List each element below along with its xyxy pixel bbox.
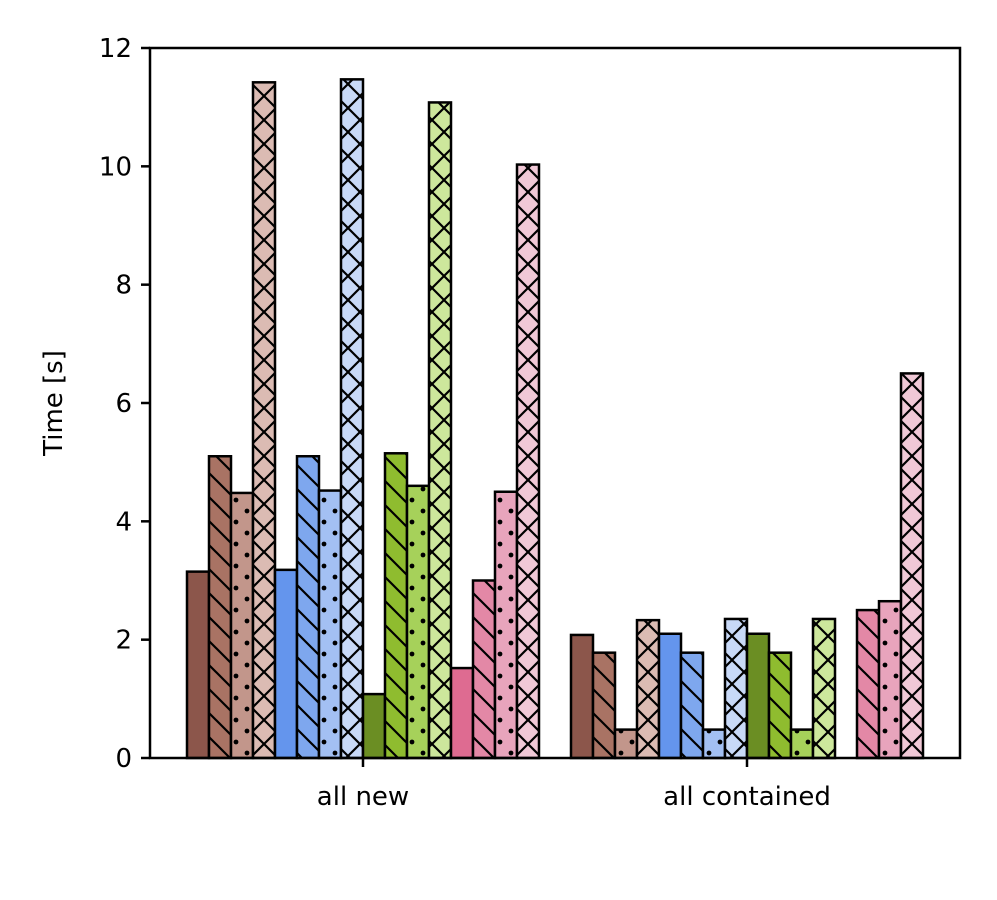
bar-hatch-dots bbox=[407, 485, 429, 758]
bar-hatch-diag bbox=[473, 580, 495, 758]
x-tick-label: all new bbox=[317, 782, 409, 812]
bar-hatch-dots bbox=[703, 729, 725, 758]
bar-hatch-dots bbox=[791, 729, 813, 758]
bar-hatch-diag bbox=[385, 453, 407, 758]
bar-hatch-diag bbox=[769, 652, 791, 758]
y-axis-label: Time [s] bbox=[39, 350, 69, 457]
bar-hatch-diag bbox=[857, 610, 879, 758]
bar-hatch-cross bbox=[813, 618, 835, 758]
bar-hatch-dots bbox=[231, 492, 253, 758]
bar-hatch-diag bbox=[297, 456, 319, 758]
bar-hatch-cross bbox=[637, 620, 659, 758]
bar-hatch-cross bbox=[725, 618, 747, 758]
bar-all-new-0 bbox=[187, 571, 209, 758]
y-tick-label: 12 bbox=[99, 34, 132, 64]
bar-hatch-dots bbox=[615, 729, 637, 758]
y-axis: 0 2 4 6 8 10 12 bbox=[99, 34, 150, 774]
bar-hatch-cross bbox=[253, 82, 275, 759]
bar-all-new-12 bbox=[451, 668, 473, 758]
y-tick-label: 4 bbox=[115, 507, 132, 537]
bar-all-contained-8 bbox=[747, 633, 769, 758]
bar-hatch-dots bbox=[495, 491, 517, 758]
bar-hatch-cross bbox=[901, 373, 923, 758]
bar-hatch-cross bbox=[429, 102, 451, 758]
bar-hatch-diag bbox=[209, 456, 231, 758]
x-tick-label: all contained bbox=[663, 782, 831, 812]
bar-all-contained-4 bbox=[659, 633, 681, 758]
y-tick-label: 10 bbox=[99, 152, 132, 182]
bar-hatch-cross bbox=[517, 164, 539, 758]
bar-hatch-diag bbox=[593, 652, 615, 758]
bar-all-new-8 bbox=[363, 694, 385, 758]
y-tick-label: 0 bbox=[115, 744, 132, 774]
bar-hatch-cross bbox=[341, 79, 363, 758]
bar-hatch-diag bbox=[681, 652, 703, 758]
bar-hatch-dots bbox=[319, 490, 341, 758]
y-tick-label: 6 bbox=[115, 389, 132, 419]
bar-all-contained-0 bbox=[571, 634, 593, 758]
bars-layer bbox=[185, 78, 925, 760]
bar-all-new-4 bbox=[275, 569, 297, 758]
y-tick-label: 2 bbox=[115, 626, 132, 656]
bar-hatch-dots bbox=[879, 601, 901, 758]
x-axis: all new all contained bbox=[317, 758, 831, 812]
y-tick-label: 8 bbox=[115, 271, 132, 301]
